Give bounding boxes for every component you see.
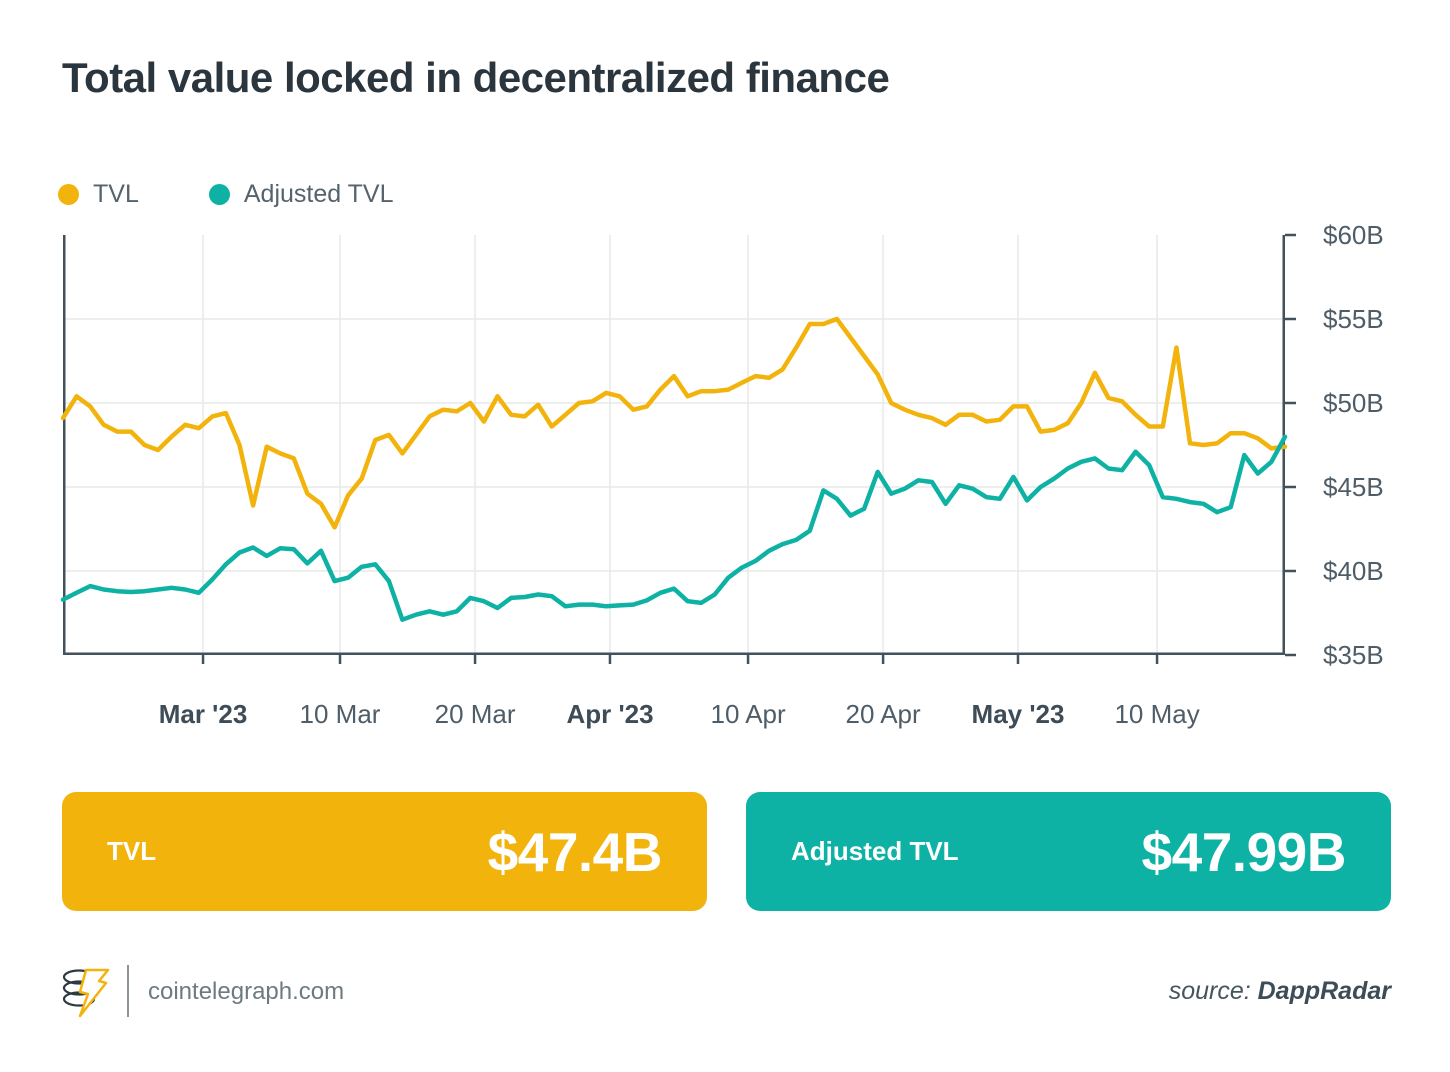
source-name: DappRadar <box>1257 977 1391 1005</box>
chart-legend: TVL Adjusted TVL <box>58 180 394 209</box>
x-tick-label: Apr '23 <box>566 699 654 729</box>
site-url-text: cointelegraph.com <box>148 978 345 1005</box>
x-axis-labels: Mar '23 10 Mar 20 Mar Apr '23 10 Apr 20 Apr Ma… <box>63 699 1285 733</box>
x-tick-label: 10 Mar <box>299 699 381 729</box>
adjusted-tvl-card-value: $47.99B <box>1141 820 1347 883</box>
adjusted-tvl-card-label: Adjusted TVL <box>791 836 959 866</box>
footer-divider <box>127 965 129 1017</box>
adjusted-tvl-stat-card: Adjusted TVL $47.99B <box>746 792 1391 911</box>
x-tick-label: Mar '23 <box>158 699 248 729</box>
legend-item-adjusted-tvl: Adjusted TVL <box>208 180 394 209</box>
x-tick-label: 10 Apr <box>710 699 786 729</box>
page-title: Total value locked in decentralized fina… <box>62 54 890 101</box>
y-tick-label: $40B <box>1323 556 1384 586</box>
y-tick-label: $55B <box>1323 304 1384 334</box>
y-tick-label: $60B <box>1323 220 1384 250</box>
legend-label-adjusted-tvl: Adjusted TVL <box>243 180 394 208</box>
x-tick-label: May '23 <box>971 699 1065 729</box>
x-tick-label: 10 May <box>1114 699 1200 729</box>
tvl-card-label: TVL <box>107 836 157 866</box>
cointelegraph-logo-icon <box>60 962 112 1025</box>
tvl-card-value: $47.4B <box>487 820 663 883</box>
legend-item-tvl: TVL <box>58 180 139 209</box>
source-prefix: source: <box>1168 977 1251 1005</box>
y-tick-label: $50B <box>1323 388 1384 418</box>
adjusted-tvl-dot-icon <box>208 184 230 205</box>
y-tick-label: $45B <box>1323 472 1384 502</box>
tvl-dot-icon <box>58 184 79 205</box>
legend-label-tvl: TVL <box>93 180 139 208</box>
tvl-line-chart <box>60 233 1296 664</box>
y-axis-labels: $60B $55B $50B $45B $40B $35B <box>1323 220 1443 670</box>
tvl-stat-card: TVL $47.4B <box>62 792 707 911</box>
x-tick-label: 20 Apr <box>845 699 921 729</box>
source-attribution: source: DappRadar <box>1169 977 1391 1006</box>
y-tick-label: $35B <box>1323 640 1384 670</box>
line-chart-plot <box>60 233 1296 664</box>
x-tick-label: 20 Mar <box>434 699 516 729</box>
